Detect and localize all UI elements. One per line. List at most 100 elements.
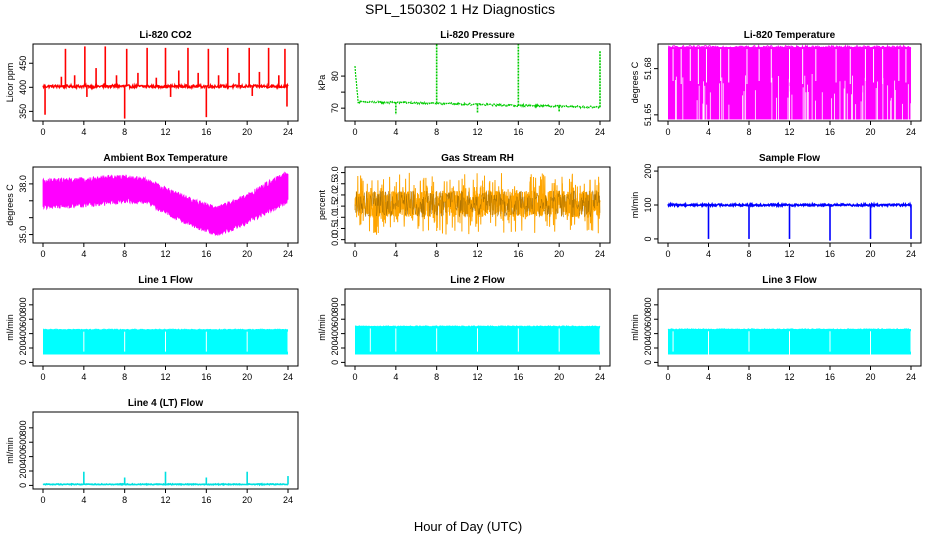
x-tick-label: 8	[746, 249, 751, 259]
y-axis-label: ml/min	[630, 192, 640, 219]
y-axis-label: ml/min	[5, 437, 15, 464]
x-tick-label: 24	[283, 249, 293, 259]
panel-sample-flow: Sample Flow 0 4 8 12 16 20 24 0 100 200 ml/min	[630, 153, 922, 259]
y-tick-label: 0.0	[330, 233, 340, 246]
band-edge	[354, 325, 601, 328]
panel-li820-temperature: Li-820 Temperature 0 4 8 12 16 20 24 51.65 51.68d…	[630, 30, 922, 137]
x-tick-label: 20	[242, 372, 252, 382]
series-line3	[667, 328, 912, 357]
y-tick-label: 200	[18, 463, 28, 478]
y-tick-label: 350	[18, 104, 28, 119]
y-tick-label: 800	[18, 420, 28, 435]
y-tick-label: 800	[18, 297, 28, 312]
series-rh	[354, 172, 601, 235]
x-tick-label: 16	[201, 372, 211, 382]
series-line2	[354, 325, 601, 355]
y-tick-label: 400	[18, 80, 28, 95]
y-tick-label: 3.0	[330, 166, 340, 179]
x-tick-label: 24	[595, 372, 605, 382]
y-tick-label: 1.0	[330, 211, 340, 224]
x-tick-label: 12	[784, 127, 794, 137]
x-tick-label: 4	[706, 127, 711, 137]
x-tick-label: 4	[81, 249, 86, 259]
y-axis-label: degrees C	[630, 61, 640, 103]
x-tick-label: 12	[472, 372, 482, 382]
y-tick-label: 80	[330, 71, 340, 81]
series-sample_flow	[667, 201, 912, 241]
panel-line4-flow: Line 4 (LT) Flow 0 4 8 12 16 20 24 0 200400600800…	[5, 398, 299, 505]
x-tick-label: 20	[865, 127, 875, 137]
x-tick-label: 24	[906, 249, 916, 259]
y-tick-label: 0.5	[330, 222, 340, 235]
x-tick-label: 8	[122, 249, 127, 259]
y-tick-label: 2.0	[330, 189, 340, 202]
x-tick-label: 4	[393, 372, 398, 382]
x-tick-label: 0	[665, 249, 670, 259]
x-tick-label: 4	[393, 127, 398, 137]
y-tick-label: 400	[643, 326, 653, 341]
x-tick-label: 12	[160, 372, 170, 382]
panel-gas-stream-rh: Gas Stream RH 0 4 8 12 16 20 24 0.00.51.01.52.02…	[317, 153, 611, 259]
y-axis-label: ml/min	[630, 314, 640, 341]
x-tick-label: 4	[81, 372, 86, 382]
y-axis-label: ml/min	[317, 314, 327, 341]
y-tick-label: 51.65	[643, 104, 653, 127]
x-tick-label: 16	[825, 372, 835, 382]
x-tick-label: 16	[825, 249, 835, 259]
series-line1	[43, 328, 289, 355]
panel-title: Li-820 Pressure	[440, 30, 515, 41]
y-tick-label: 0	[643, 360, 653, 365]
x-tick-label: 8	[746, 127, 751, 137]
series-line4	[42, 471, 289, 487]
series-line	[354, 65, 601, 110]
x-tick-label: 4	[393, 249, 398, 259]
x-tick-label: 0	[352, 372, 357, 382]
x-tick-label: 24	[906, 372, 916, 382]
panel-title: Line 4 (LT) Flow	[128, 398, 204, 409]
x-tick-label: 24	[283, 372, 293, 382]
y-tick-label: 400	[18, 326, 28, 341]
panel-line1-flow: Line 1 Flow 0 4 8 12 16 20 24 0 200400600800ml/mi…	[5, 275, 299, 382]
x-tick-label: 20	[865, 372, 875, 382]
series-li_temp	[668, 44, 912, 120]
y-tick-label: 600	[330, 312, 340, 327]
y-tick-label: 51.68	[643, 57, 653, 80]
x-tick-label: 24	[595, 127, 605, 137]
x-tick-label: 20	[554, 372, 564, 382]
y-tick-label: 200	[643, 164, 653, 179]
panel-title: Line 3 Flow	[762, 275, 817, 286]
x-tick-label: 0	[352, 127, 357, 137]
x-tick-label: 20	[865, 249, 875, 259]
y-tick-label: 1.5	[330, 200, 340, 213]
y-tick-label: 0	[18, 483, 28, 488]
x-tick-label: 4	[706, 249, 711, 259]
x-tick-label: 12	[784, 372, 794, 382]
x-tick-label: 20	[554, 127, 564, 137]
y-axis-label: percent	[317, 189, 327, 220]
panel-title: Li-820 Temperature	[744, 30, 836, 41]
x-tick-label: 12	[472, 127, 482, 137]
y-tick-label: 400	[18, 449, 28, 464]
x-tick-label: 0	[40, 372, 45, 382]
x-tick-label: 24	[595, 249, 605, 259]
y-tick-label: 600	[18, 312, 28, 327]
x-tick-label: 8	[434, 127, 439, 137]
x-tick-label: 4	[706, 372, 711, 382]
x-tick-label: 12	[472, 249, 482, 259]
x-tick-label: 20	[554, 249, 564, 259]
figure-xlabel: Hour of Day (UTC)	[414, 519, 522, 534]
y-tick-label: 400	[330, 326, 340, 341]
x-tick-label: 8	[122, 495, 127, 505]
x-tick-label: 12	[160, 249, 170, 259]
x-tick-label: 4	[81, 495, 86, 505]
x-tick-label: 24	[906, 127, 916, 137]
series-line	[354, 172, 601, 235]
y-tick-label: 600	[643, 312, 653, 327]
band-edge	[667, 328, 911, 331]
y-tick-label: 450	[18, 56, 28, 71]
x-tick-label: 0	[40, 495, 45, 505]
panel-title: Gas Stream RH	[441, 153, 514, 164]
x-tick-label: 8	[746, 372, 751, 382]
